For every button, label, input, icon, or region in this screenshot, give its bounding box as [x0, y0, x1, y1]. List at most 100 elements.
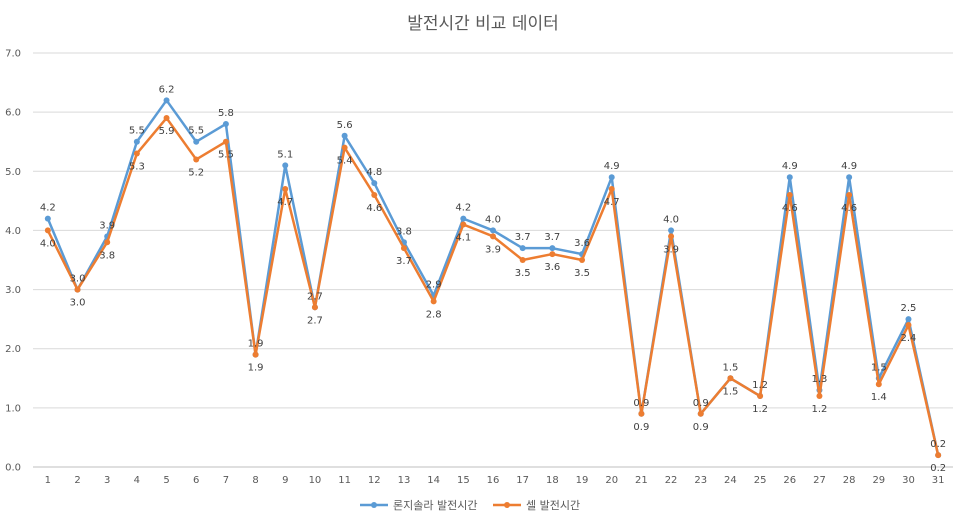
x-tick-label: 14 — [427, 475, 440, 486]
data-label: 4.7 — [604, 197, 620, 208]
data-point — [460, 221, 467, 228]
data-label: 5.5 — [129, 126, 145, 137]
data-point — [282, 186, 289, 193]
data-label: 3.7 — [515, 232, 531, 243]
data-label: 3.5 — [515, 268, 531, 279]
data-label: 0.9 — [693, 422, 709, 433]
x-tick-label: 1 — [45, 475, 51, 486]
data-label: 1.4 — [871, 392, 887, 403]
y-tick-label: 6.0 — [5, 108, 21, 119]
data-label: 2.4 — [901, 333, 917, 344]
data-point — [757, 393, 764, 400]
data-label: 4.1 — [455, 233, 471, 244]
data-point — [193, 156, 200, 163]
x-tick-label: 6 — [193, 475, 199, 486]
data-label: 5.4 — [337, 156, 353, 167]
data-label: 1.2 — [752, 404, 768, 415]
data-point — [44, 227, 51, 234]
data-point — [579, 257, 586, 263]
data-point — [697, 410, 704, 417]
data-point — [311, 304, 318, 311]
data-label: 1.9 — [248, 339, 264, 350]
x-tick-label: 7 — [223, 475, 229, 486]
x-axis-ticks: 1 2 3 4 5 6 7 8 9 10 11 12 13 14 15 16 17 18 19 20 21 22 23 24 2… — [45, 475, 945, 486]
data-label: 5.3 — [129, 162, 145, 173]
data-point — [490, 233, 496, 240]
x-tick-label: 8 — [252, 475, 258, 486]
data-point — [341, 132, 348, 139]
data-point — [786, 191, 793, 198]
data-point — [786, 174, 793, 181]
data-label: 3.9 — [485, 244, 501, 255]
data-point — [638, 410, 645, 417]
data-point — [549, 245, 556, 252]
series-lines — [44, 97, 942, 459]
data-point — [519, 257, 526, 263]
data-label: 5.5 — [188, 126, 204, 137]
data-point — [668, 233, 675, 240]
data-point — [400, 245, 407, 252]
x-tick-label: 25 — [754, 475, 767, 486]
data-label: 3.8 — [99, 250, 115, 261]
x-tick-label: 19 — [576, 475, 589, 486]
data-point — [905, 322, 912, 329]
data-point — [905, 316, 912, 323]
x-tick-label: 10 — [309, 475, 322, 486]
legend-label: 셀 발전시간 — [526, 499, 580, 512]
x-tick-label: 12 — [368, 475, 381, 486]
data-label: 4.6 — [782, 203, 798, 214]
y-tick-label: 2.0 — [5, 344, 21, 355]
data-point — [519, 245, 526, 252]
data-label: 1.2 — [811, 404, 827, 415]
data-point — [490, 227, 496, 234]
data-point — [608, 174, 615, 181]
x-tick-label: 17 — [516, 475, 529, 486]
x-tick-label: 16 — [487, 475, 500, 486]
data-point — [44, 215, 51, 222]
data-label: 4.0 — [40, 238, 56, 249]
data-point — [193, 138, 200, 145]
data-point — [430, 298, 437, 305]
data-point — [875, 381, 882, 388]
y-tick-label: 0.0 — [5, 463, 21, 474]
data-label: 2.7 — [307, 291, 323, 302]
data-point — [549, 251, 556, 258]
data-label: 1.3 — [811, 374, 827, 385]
x-tick-label: 15 — [457, 475, 470, 486]
data-point — [74, 286, 81, 293]
data-point — [282, 162, 289, 169]
data-label: 0.9 — [693, 398, 709, 409]
data-label: 3.7 — [396, 256, 412, 267]
data-label: 1.5 — [722, 362, 738, 373]
x-tick-label: 22 — [665, 475, 678, 486]
data-point — [222, 120, 229, 127]
data-label: 5.8 — [218, 108, 234, 119]
x-tick-label: 31 — [932, 475, 945, 486]
data-point — [608, 186, 615, 193]
data-point — [846, 191, 853, 198]
data-label: 3.9 — [99, 220, 115, 231]
data-label: 3.5 — [574, 268, 590, 279]
data-label: 3.9 — [663, 244, 679, 255]
data-label: 4.6 — [841, 203, 857, 214]
data-label: 1.2 — [752, 380, 768, 391]
x-tick-label: 2 — [74, 475, 80, 486]
data-label: 4.8 — [366, 167, 382, 178]
y-axis-ticks: 0.0 1.0 2.0 3.0 4.0 5.0 6.0 7.0 — [5, 49, 21, 474]
data-label: 1.5 — [722, 386, 738, 397]
y-tick-label: 5.0 — [5, 167, 21, 178]
x-tick-label: 29 — [872, 475, 885, 486]
data-point — [846, 174, 853, 181]
y-tick-label: 7.0 — [5, 49, 21, 60]
data-label: 4.0 — [485, 214, 501, 225]
legend-swatch-marker — [371, 502, 377, 508]
data-labels: 4.2 3.0 3.9 5.5 6.2 5.5 5.8 1.9 5.1 2.7 5.6 4.8 3.8 2… — [40, 84, 946, 474]
data-label: 0.2 — [930, 439, 946, 450]
data-point — [341, 144, 348, 151]
legend: 론지솔라 발전시간 셀 발전시간 — [360, 499, 580, 512]
data-label: 4.7 — [277, 197, 293, 208]
x-tick-label: 4 — [134, 475, 140, 486]
data-point — [163, 97, 170, 104]
data-label: 3.0 — [70, 298, 86, 309]
